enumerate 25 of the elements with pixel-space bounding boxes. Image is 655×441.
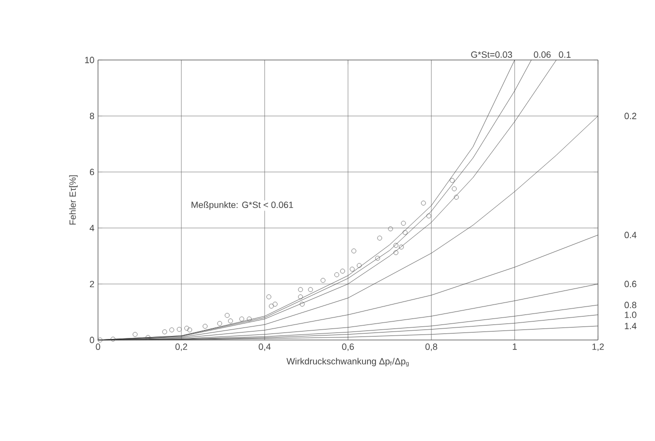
text: 0.4 [624, 232, 636, 238]
x-axis-title: Wirkdruckschwankung Δp$_{f}$/Δp$_{g}$ [286, 358, 409, 367]
y-axis-title: Fehler Eτ[%] [69, 175, 78, 225]
y-tick-label: 8 [90, 112, 94, 120]
x-tick-label: 0,4 [258, 344, 271, 351]
y-tick-label: 6 [90, 168, 94, 176]
x-tick-label: 0 [96, 344, 100, 350]
text: 1.0 [624, 312, 636, 318]
text: 1.4 [624, 322, 636, 330]
x-tick-label: 0,8 [425, 344, 438, 351]
x-tick-label: 0,2 [175, 344, 188, 351]
x-tick-label: 1 [512, 344, 517, 350]
series-label: 0.06 [534, 51, 551, 58]
y-tick-label: 2 [90, 280, 94, 288]
text: 0.6 [624, 280, 636, 288]
series-label: G*St=0.03 [471, 51, 512, 58]
x-tick-label: 1,2 [592, 344, 604, 351]
text: 0.8 [624, 302, 636, 308]
y-tick-label: 10 [85, 56, 94, 64]
y-tick-label: 4 [90, 224, 94, 232]
series-label: 0.1 [558, 51, 571, 58]
y-tick-label: 0 [90, 336, 94, 344]
text: 0.2 [624, 112, 636, 120]
annotation: Meßpunkte: G*St < 0.061 [192, 201, 294, 210]
x-tick-label: 0,6 [342, 344, 354, 351]
